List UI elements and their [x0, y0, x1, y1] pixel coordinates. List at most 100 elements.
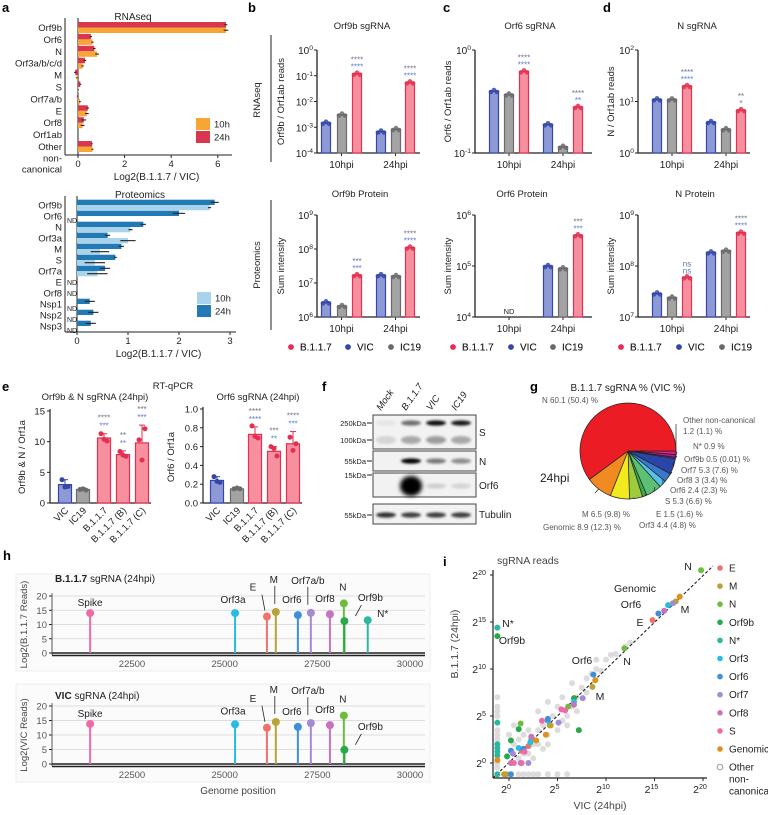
category-label: Nsp1 [40, 300, 62, 311]
legend-label: Orf7 [729, 690, 749, 701]
point-orf9b [494, 633, 501, 640]
point-other-non-canonical [583, 689, 590, 696]
blot-label: Orf6 [479, 481, 499, 492]
point-orf3 [527, 739, 534, 746]
point-other-non-canonical [506, 731, 512, 738]
legend-swatch-10h [196, 118, 210, 130]
x-tick-label: 10hpi [497, 324, 521, 335]
legend-label: 24h [215, 307, 231, 318]
x-tick-label: 220 [693, 783, 707, 796]
point-label: E [250, 694, 257, 705]
legend-dot-orf7 [717, 691, 723, 698]
y-tick-label-base: 2 [472, 664, 478, 676]
chart-title: N Protein [675, 189, 715, 200]
replicate-point [509, 93, 515, 98]
point-other-non-canonical [494, 727, 501, 734]
y-tick-label: 100 [298, 45, 313, 57]
significance-vs-vic: **** [404, 71, 416, 80]
marker-label: 55kDa [344, 511, 367, 520]
significance-vs-ic19: **** [518, 53, 530, 62]
replicate-point [287, 434, 293, 440]
band-Tubulin [451, 512, 471, 518]
point-genomic [592, 677, 599, 684]
legend-label: Other [729, 763, 755, 774]
point-s [510, 760, 517, 766]
point-n [698, 567, 705, 574]
point-label: M [270, 685, 278, 696]
point-label: Spike [78, 598, 103, 609]
y-tick-label: 100 [619, 148, 634, 160]
replicate-point [657, 292, 663, 297]
bar-10h [77, 227, 131, 233]
replicate-point [211, 474, 217, 480]
category-note: non- [43, 154, 62, 165]
category-label: Nsp2 [40, 311, 62, 322]
y-tick-label: 15 [34, 407, 45, 418]
point-label: N [339, 582, 346, 593]
category-label: Orf6 [44, 35, 62, 46]
replicate-point [381, 273, 387, 279]
band-N [426, 458, 446, 464]
slice-label: Orf3 4.4 (4.8) % [639, 521, 696, 530]
x-tick-label: 30000 [397, 659, 423, 670]
bar-IC19 [666, 98, 678, 154]
bar-10h [78, 27, 226, 33]
bar-B.1.1.7 [735, 232, 747, 318]
panel-label-b: b [248, 0, 256, 15]
slice-label: E 1.5 (1.6) % [656, 510, 703, 519]
blot-N [372, 450, 477, 472]
bar-24h [78, 81, 81, 87]
bar-24h [77, 221, 144, 227]
significance-vs-ic19: **** [404, 230, 416, 239]
point-annotation: Orf6 [621, 599, 642, 611]
replicate-point [381, 130, 387, 135]
y-tick-label-exponent: 9 [630, 210, 634, 217]
bar-IC19 [503, 93, 515, 154]
lollipop-head-M [271, 607, 280, 616]
y-tick-label: 108 [619, 261, 634, 273]
x-tick-label-base: 2 [596, 784, 602, 796]
leader-line [675, 451, 678, 457]
replicate-point [711, 120, 717, 126]
y-tick-label: 101 [619, 97, 634, 109]
replicate-point [117, 448, 123, 454]
replicate-point [687, 84, 693, 90]
significance-vs-vic: *** [352, 264, 361, 273]
point-n-star [494, 624, 501, 631]
bar-IC19 [720, 128, 732, 154]
y-tick-label-base: 2 [472, 617, 478, 629]
chart-title: Orf9b Protein [332, 189, 389, 200]
bar-10h [78, 146, 93, 152]
band-S [426, 420, 446, 426]
legend-swatch-24h [197, 305, 211, 317]
y-tick-label-exponent: 20 [478, 569, 486, 577]
y-tick-label: 104 [456, 312, 471, 324]
y-tick-label: 10-4 [296, 148, 313, 160]
bar-B.1.1.7 [351, 73, 363, 154]
bar-10h [77, 238, 128, 244]
legend-label: N* [729, 636, 740, 647]
point-orf7 [579, 695, 586, 702]
plot-panel [15, 683, 431, 783]
y-tick-label: 215 [472, 616, 486, 629]
legend-label: B.1.1.7 [462, 343, 494, 354]
point-other-non-canonical [627, 639, 634, 646]
replicate-point [357, 72, 363, 78]
x-tick-label-exponent: 20 [699, 783, 707, 791]
replicate-point [98, 431, 104, 437]
y-tick-label: 0.6 [185, 442, 198, 453]
x-tick-label: 20 [501, 783, 511, 796]
point-other-non-canonical [515, 771, 522, 778]
point-orf9b [575, 727, 582, 734]
point-annotation: Orf6 [572, 655, 593, 667]
bar-IC19 [390, 275, 402, 318]
y-axis-label: Orf9b & N / Orf1a [17, 419, 28, 494]
bar-B.1.1.7 [681, 85, 693, 154]
point-other-non-canonical [494, 713, 501, 719]
plot-title-bold: B.1.1.7 [55, 574, 88, 585]
y-tick-label: 20 [36, 592, 47, 603]
point-label: E [250, 583, 257, 594]
bar-24h [77, 298, 90, 304]
pie-slice-n [579, 402, 677, 480]
bar-B.1.1.7 [404, 81, 416, 154]
